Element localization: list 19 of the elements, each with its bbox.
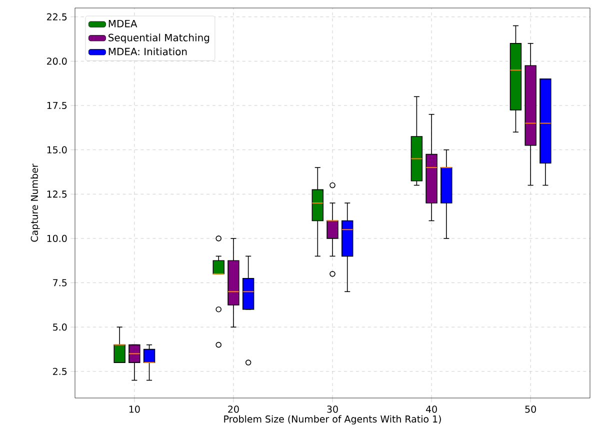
y-tick-label: 12.5 — [47, 190, 67, 198]
x-tick-label: 30 — [327, 406, 338, 413]
y-tick-label: 7.5 — [53, 279, 67, 286]
y-tick-label: 10.0 — [47, 234, 67, 242]
legend-label: Sequential Matching — [108, 34, 210, 44]
x-tick-label: 40 — [426, 406, 437, 413]
y-tick-label: 17.5 — [47, 102, 67, 110]
legend-label: MDEA — [108, 20, 138, 28]
y-tick-label: 22.5 — [47, 13, 67, 20]
y-tick-label: 15.0 — [47, 146, 67, 154]
y-tick-label: 20.0 — [47, 58, 67, 65]
y-axis-title: Capture Number — [30, 164, 40, 242]
x-tick-label: 50 — [525, 406, 536, 413]
x-axis-title: Problem Size (Number of Agents With Ratio 1) — [224, 415, 441, 424]
y-tick-label: 5.0 — [53, 324, 67, 331]
y-tick-label: 2.5 — [53, 368, 67, 375]
legend-label: MDEA: Initiation — [108, 48, 187, 56]
x-tick-label: 10 — [129, 406, 140, 413]
x-tick-label: 20 — [228, 406, 239, 413]
